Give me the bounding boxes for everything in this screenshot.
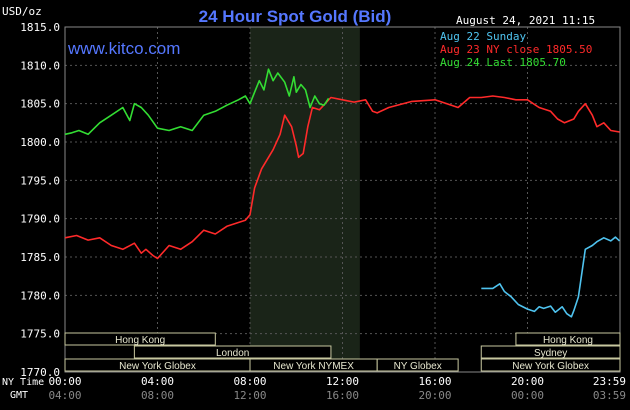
price-series <box>64 68 621 318</box>
session-bar <box>480 345 621 359</box>
x-tick-ny: 20:00 <box>511 375 544 388</box>
y-tick-label: 1800.0 <box>20 136 60 149</box>
session-label: New York Globex <box>119 361 196 372</box>
legend-aug-23-ny-close: Aug 23 NY close 1805.50 <box>440 43 592 56</box>
x-tick-gmt: 16:00 <box>326 389 359 402</box>
y-tick-label: 1815.0 <box>20 21 60 34</box>
y-tick-label: 1770.0 <box>20 366 60 379</box>
x-tick-ny: 08:00 <box>233 375 266 388</box>
x-tick-ny: 23:59 <box>593 375 626 388</box>
session-bar <box>480 358 621 372</box>
plot-border <box>64 26 621 373</box>
y-axis-ticks: 1815.0 1810.0 1805.0 1800.0 1795.0 1790.0 1785… <box>20 21 60 379</box>
y-tick-label: 1805.0 <box>20 98 60 111</box>
session-label: New York Globex <box>512 361 589 372</box>
y-tick-label: 1780.0 <box>20 289 60 302</box>
session-bar <box>376 358 459 372</box>
x-tick-ny: 12:00 <box>326 375 359 388</box>
x-tick-gmt: 03:59 <box>593 389 626 402</box>
x-tick-ny: 04:00 <box>141 375 174 388</box>
x-tick-gmt: 20:00 <box>418 389 451 402</box>
session-label: NY Globex <box>394 361 442 372</box>
unit-label: USD/oz <box>2 5 42 18</box>
session-label: Hong Kong <box>115 335 165 346</box>
x-tick-gmt: 04:00 <box>48 389 81 402</box>
ny-session-highlight <box>250 27 360 372</box>
legend-aug-24-last: Aug 24 Last 1805.70 <box>440 56 566 69</box>
gmt-label: GMT <box>10 390 28 401</box>
x-tick-gmt: 08:00 <box>141 389 174 402</box>
legend-aug-22-sunday: Aug 22 Sunday <box>440 30 526 43</box>
y-tick-label: 1790.0 <box>20 213 60 226</box>
y-tick-label: 1810.0 <box>20 59 60 72</box>
y-tick-label: 1775.0 <box>20 328 60 341</box>
x-axis-ticks: NY Time GMT 00:0004:0004:0008:0008:0012:… <box>2 375 626 402</box>
session-bar <box>133 345 332 359</box>
session-label: Hong Kong <box>543 335 593 346</box>
x-tick-gmt: 12:00 <box>233 389 266 402</box>
session-label: Sydney <box>534 348 567 359</box>
legend: Aug 22 Sunday Aug 23 NY close 1805.50 Au… <box>440 30 592 69</box>
session-bar <box>515 332 621 346</box>
ny-time-label: NY Time <box>2 377 44 388</box>
chart-title: 24 Hour Spot Gold (Bid) <box>199 7 392 26</box>
x-tick-gmt: 00:00 <box>511 389 544 402</box>
y-tick-label: 1795.0 <box>20 174 60 187</box>
market-sessions: Hong Kong Hong Kong London Sydney New York G… <box>64 332 621 372</box>
session-bar <box>64 332 216 346</box>
series-line-1 <box>481 236 621 318</box>
x-tick-ny: 16:00 <box>418 375 451 388</box>
session-label: New York NYMEX <box>273 361 354 372</box>
timestamp: August 24, 2021 11:15 <box>456 14 595 27</box>
series-line-2 <box>64 95 620 260</box>
y-tick-label: 1785.0 <box>20 251 60 264</box>
x-tick-ny: 00:00 <box>48 375 81 388</box>
watermark: www.kitco.com <box>67 39 180 58</box>
series-line-3 <box>64 68 330 136</box>
session-label: London <box>216 348 249 359</box>
